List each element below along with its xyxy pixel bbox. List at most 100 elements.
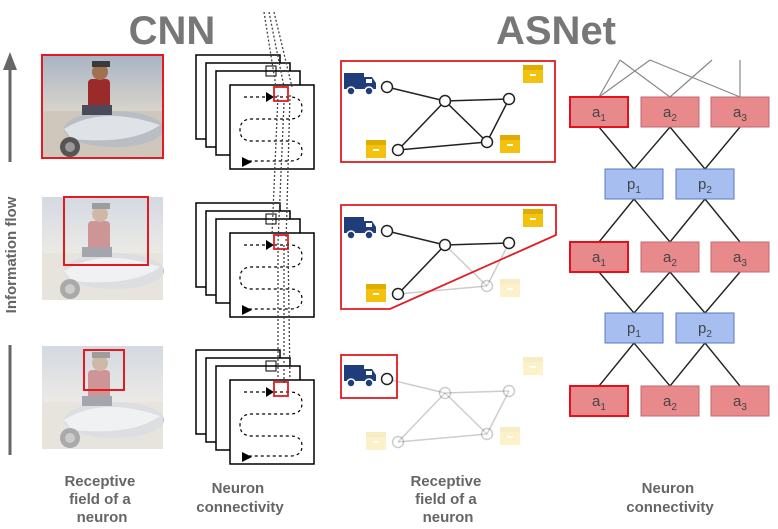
node-label: a3	[733, 104, 747, 124]
network-edge	[669, 342, 706, 387]
node-label: a3	[733, 393, 747, 413]
logistics-graph	[340, 204, 557, 310]
node-label: a3	[733, 249, 747, 269]
proposition-node-p2: p2	[675, 168, 735, 200]
network-edge	[633, 126, 671, 170]
feature-map-stack	[195, 202, 315, 318]
road-edge	[444, 244, 488, 287]
location-node	[380, 224, 394, 238]
receptive-window	[63, 196, 149, 266]
network-edge	[633, 342, 671, 387]
network-edge	[669, 271, 706, 314]
node-box	[640, 385, 700, 417]
caption-asnet-receptive: Receptive field of a neuron	[410, 473, 485, 526]
node-label: a2	[663, 393, 677, 413]
network-edge	[704, 342, 741, 387]
asnet-graphs	[340, 60, 557, 450]
network-edge	[598, 198, 635, 243]
node-letter: a	[733, 104, 742, 121]
location-node	[480, 427, 494, 441]
package-icon	[500, 279, 520, 297]
node-box	[569, 385, 629, 417]
scan-path	[239, 96, 303, 162]
location-node	[391, 435, 405, 449]
network-edge	[598, 59, 651, 98]
kernel-cell	[265, 65, 277, 77]
node-letter: a	[663, 249, 672, 266]
receptive-cell	[273, 381, 289, 397]
truck-icon	[344, 217, 376, 240]
node-box	[640, 96, 700, 128]
node-letter: a	[592, 393, 601, 410]
node-letter: p	[627, 176, 635, 193]
node-label: p1	[627, 176, 641, 196]
node-subscript: 3	[741, 402, 747, 413]
road-edge	[444, 242, 510, 246]
cnn-title: CNN	[129, 9, 216, 53]
feature-map-stack	[195, 349, 315, 465]
road-edge	[386, 378, 446, 394]
node-letter: p	[698, 176, 706, 193]
node-subscript: 1	[635, 185, 641, 196]
package-icon	[523, 65, 543, 83]
asnet-title: ASNet	[496, 9, 616, 53]
caption-cnn-connectivity: Neuron connectivity	[196, 480, 284, 516]
node-subscript: 2	[671, 402, 677, 413]
node-box	[710, 96, 770, 128]
node-box	[710, 241, 770, 273]
location-node	[391, 287, 405, 301]
network-edge	[704, 198, 741, 243]
network-edge	[598, 342, 635, 387]
node-label: a1	[592, 249, 606, 269]
node-box	[640, 241, 700, 273]
road-edge	[444, 100, 488, 143]
network-edge	[598, 271, 635, 314]
network-edge	[669, 126, 706, 170]
cnn-feature-maps	[195, 54, 315, 465]
node-letter: p	[627, 320, 635, 337]
caption-cnn-receptive: Receptive field of a neuron	[64, 473, 139, 526]
network-edge	[704, 271, 741, 314]
action-node-a1: a1	[569, 96, 629, 128]
road-edge	[397, 141, 488, 151]
location-node	[480, 279, 494, 293]
road-edge	[397, 285, 488, 295]
node-subscript: 2	[671, 113, 677, 124]
cnn-dotted-connections	[263, 11, 293, 384]
network-edge	[649, 59, 741, 98]
action-node-a3: a3	[710, 385, 770, 417]
receptive-field-boundary	[340, 60, 556, 163]
truck-icon	[344, 365, 376, 388]
node-box	[569, 96, 629, 128]
location-node	[438, 94, 452, 108]
information-flow-label: Information flow	[3, 196, 20, 313]
node-label: p1	[627, 320, 641, 340]
location-node	[502, 236, 516, 250]
asnet-edges	[598, 59, 741, 387]
node-box	[569, 241, 629, 273]
cnn-photo-middle	[42, 196, 164, 300]
action-node-a3: a3	[710, 96, 770, 128]
node-letter: a	[663, 393, 672, 410]
package-icon	[366, 140, 386, 158]
node-subscript: 1	[600, 113, 606, 124]
kernel-cell	[265, 360, 277, 372]
road-edge	[486, 390, 510, 435]
location-node	[502, 92, 516, 106]
location-node	[391, 143, 405, 157]
feature-map-stack	[195, 54, 315, 170]
network-edge	[619, 59, 671, 98]
road-edge	[444, 98, 510, 102]
node-letter: p	[698, 320, 706, 337]
action-node-a2: a2	[640, 96, 700, 128]
node-subscript: 1	[600, 258, 606, 269]
road-edge	[397, 392, 446, 443]
package-icon	[366, 432, 386, 450]
node-box	[604, 168, 664, 200]
scan-arrowhead	[266, 92, 274, 102]
node-letter: a	[733, 249, 742, 266]
proposition-node-p1: p1	[604, 312, 664, 344]
node-label: a2	[663, 249, 677, 269]
network-edge	[633, 271, 671, 314]
